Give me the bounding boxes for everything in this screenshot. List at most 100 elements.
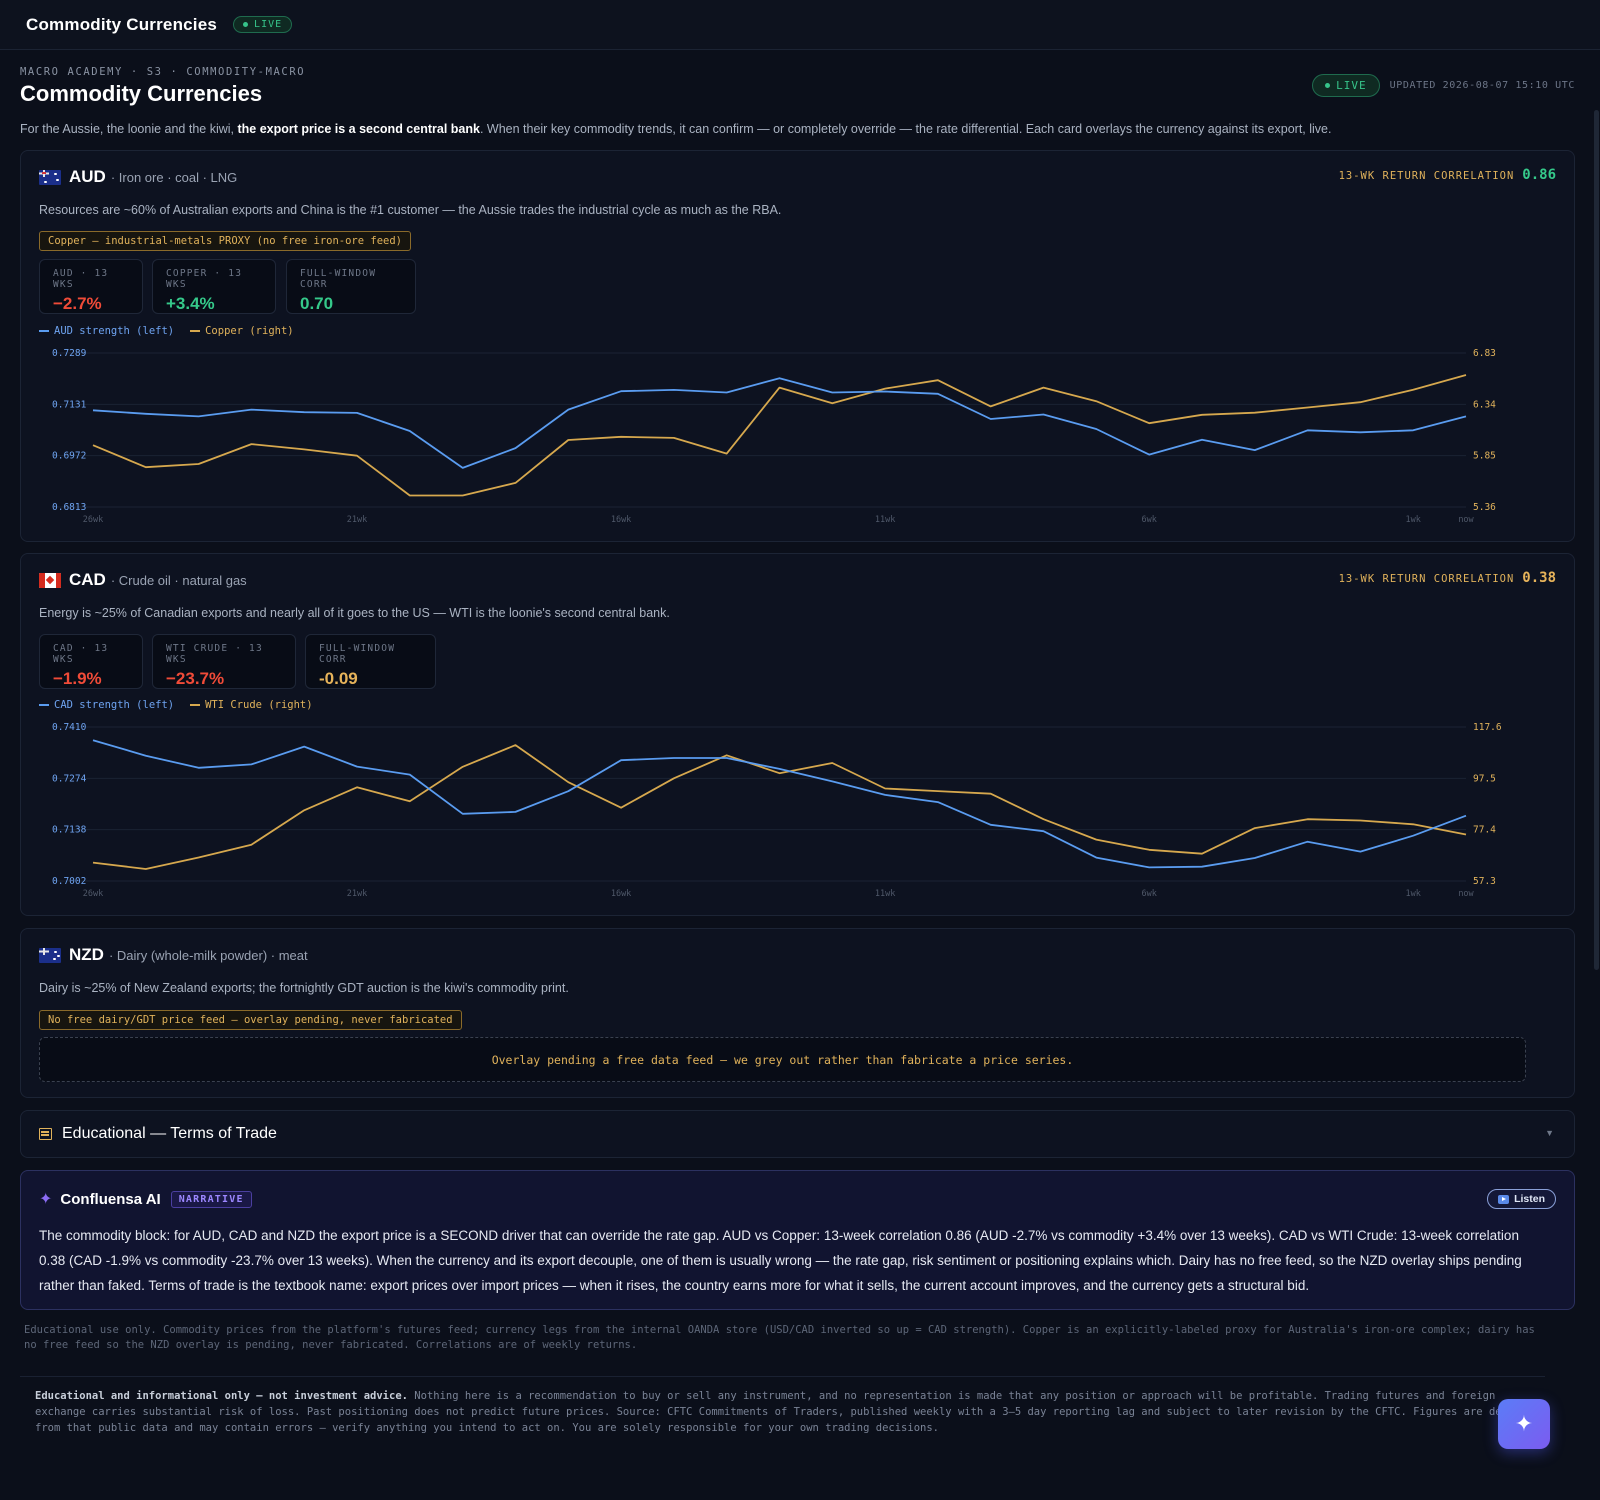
book-icon bbox=[39, 1128, 52, 1140]
y-tick-left: 0.7289 bbox=[52, 348, 87, 359]
currency-exports: · Crude oil · natural gas bbox=[110, 572, 247, 588]
x-tick-label: 21wk bbox=[347, 889, 367, 899]
listen-button[interactable]: Listen bbox=[1487, 1189, 1556, 1209]
breadcrumb: MACRO ACADEMY · S3 · COMMODITY-MACRO bbox=[20, 66, 306, 78]
cad-wti-chart: 0.7410 117.6 0.7274 97.5 0.7138 77.4 0.7002 57.… bbox=[52, 722, 1502, 899]
app-title: Commodity Currencies bbox=[26, 14, 218, 34]
chart-legend: CAD strength (left) WTI Crude (right) bbox=[39, 699, 313, 711]
sparkle-icon: ✦ bbox=[1514, 1411, 1534, 1436]
top-bar: Commodity Currencies LIVE bbox=[0, 0, 1600, 50]
x-tick-label: 26wk bbox=[83, 515, 103, 525]
overlay-pending-placeholder: Overlay pending a free data feed — we gr… bbox=[39, 1037, 1526, 1082]
correlation-value: 0.38 bbox=[1522, 570, 1556, 586]
stat-wti-13wk: WTI CRUDE · 13 WKS −23.7% bbox=[152, 634, 296, 689]
stat-full-window-corr: FULL-WINDOW CORR -0.09 bbox=[305, 634, 436, 689]
page-header: MACRO ACADEMY · S3 · COMMODITY-MACRO Com… bbox=[20, 66, 1575, 116]
stat-full-window-corr: FULL-WINDOW CORR 0.70 bbox=[286, 259, 416, 314]
correlation-readout: 13-WK RETURN CORRELATION 0.38 bbox=[1338, 570, 1556, 586]
commodity-series-line bbox=[92, 744, 1467, 870]
x-tick-label: now bbox=[1458, 889, 1474, 899]
card-description: Resources are ~60% of Australian exports… bbox=[39, 203, 782, 217]
currency-exports: · Iron ore · coal · LNG bbox=[110, 169, 238, 185]
chart-legend: AUD strength (left) Copper (right) bbox=[39, 325, 294, 337]
pending-tag: No free dairy/GDT price feed — overlay p… bbox=[39, 1010, 462, 1030]
legend-currency: CAD strength (left) bbox=[39, 699, 174, 711]
y-tick-right: 6.34 bbox=[1473, 399, 1496, 410]
accordion-title: Educational — Terms of Trade bbox=[62, 1125, 277, 1142]
currency-series-line bbox=[92, 739, 1467, 869]
y-tick-right: 5.85 bbox=[1473, 451, 1496, 462]
canada-flag-icon bbox=[39, 572, 61, 588]
nzd-card-header: NZD · Dairy (whole-milk powder) · meat bbox=[39, 945, 308, 965]
chevron-down-icon[interactable]: ▼ bbox=[1545, 1128, 1554, 1138]
intro-text: For the Aussie, the loonie and the kiwi,… bbox=[20, 122, 1332, 136]
legend-commodity: Copper (right) bbox=[190, 325, 294, 337]
sparkle-icon: ✦ bbox=[39, 1191, 53, 1208]
x-tick-label: 1wk bbox=[1406, 515, 1421, 525]
currency-code: CAD bbox=[69, 570, 106, 589]
card-description: Energy is ~25% of Canadian exports and n… bbox=[39, 606, 670, 620]
stat-aud-13wk: AUD · 13 WKS −2.7% bbox=[39, 259, 143, 314]
narrative-badge: NARRATIVE bbox=[170, 1190, 252, 1208]
y-tick-left: 0.6813 bbox=[52, 502, 86, 513]
scrollbar[interactable] bbox=[1592, 50, 1600, 1500]
scrollbar-thumb[interactable] bbox=[1594, 110, 1599, 970]
data-source-note: Educational use only. Commodity prices f… bbox=[24, 1324, 1535, 1351]
ai-narrative-text: The commodity block: for AUD, CAD and NZ… bbox=[39, 1228, 1522, 1293]
aud-card: AUD · Iron ore · coal · LNG 13-WK RETURN… bbox=[20, 150, 1575, 542]
aud-copper-chart: 0.7289 6.83 0.7131 6.34 0.6972 5.85 0.6813 5.36… bbox=[52, 348, 1496, 525]
correlation-readout: 13-WK RETURN CORRELATION 0.86 bbox=[1338, 167, 1556, 183]
card-description: Dairy is ~25% of New Zealand exports; th… bbox=[39, 981, 569, 995]
live-status: LIVE UPDATED 2026-08-07 15:10 UTC bbox=[1312, 74, 1575, 97]
new-zealand-flag-icon bbox=[39, 947, 61, 963]
currency-code: AUD bbox=[69, 167, 106, 186]
live-dot-icon bbox=[1325, 83, 1331, 88]
live-badge: LIVE bbox=[233, 16, 293, 33]
play-icon bbox=[1498, 1194, 1510, 1204]
live-badge-large: LIVE bbox=[1312, 74, 1380, 97]
x-tick-label: 21wk bbox=[347, 515, 367, 525]
legend-currency: AUD strength (left) bbox=[39, 325, 174, 337]
y-tick-left: 0.7002 bbox=[52, 876, 86, 887]
currency-code: NZD bbox=[69, 945, 104, 964]
stat-cad-13wk: CAD · 13 WKS −1.9% bbox=[39, 634, 143, 689]
ai-narrative-panel: ✦ Confluensa AI NARRATIVE Listen The com… bbox=[20, 1170, 1575, 1310]
x-tick-label: 1wk bbox=[1406, 889, 1421, 899]
x-tick-label: 6wk bbox=[1141, 515, 1156, 525]
y-tick-right: 97.5 bbox=[1473, 773, 1496, 784]
x-tick-label: 6wk bbox=[1141, 889, 1156, 899]
y-tick-right: 57.3 bbox=[1473, 876, 1496, 887]
proxy-tag: Copper — industrial-metals PROXY (no fre… bbox=[39, 231, 412, 251]
page-title: Commodity Currencies bbox=[20, 81, 263, 106]
y-tick-left: 0.6972 bbox=[52, 451, 86, 462]
commodity-series-line bbox=[92, 374, 1467, 497]
x-tick-label: now bbox=[1458, 515, 1474, 525]
x-tick-label: 11wk bbox=[875, 515, 895, 525]
legend-commodity: WTI Crude (right) bbox=[190, 699, 313, 711]
x-tick-label: 26wk bbox=[83, 889, 103, 899]
cad-card-header: CAD · Crude oil · natural gas bbox=[39, 570, 247, 590]
australia-flag-icon bbox=[39, 169, 61, 185]
divider bbox=[20, 1376, 1545, 1377]
ai-title: Confluensa AI bbox=[60, 1190, 161, 1208]
correlation-value: 0.86 bbox=[1522, 167, 1556, 183]
y-tick-left: 0.7274 bbox=[52, 773, 87, 784]
y-tick-right: 117.6 bbox=[1473, 722, 1502, 733]
cad-card: CAD · Crude oil · natural gas 13-WK RETU… bbox=[20, 553, 1575, 916]
ai-header: ✦ Confluensa AI NARRATIVE bbox=[39, 1189, 252, 1209]
y-tick-left: 0.7131 bbox=[52, 399, 87, 410]
nzd-card: NZD · Dairy (whole-milk powder) · meat D… bbox=[20, 928, 1575, 1098]
y-tick-left: 0.7138 bbox=[52, 825, 87, 836]
ai-assistant-button[interactable]: ✦ bbox=[1498, 1399, 1550, 1449]
y-tick-right: 77.4 bbox=[1473, 825, 1496, 836]
y-tick-left: 0.7410 bbox=[52, 722, 87, 733]
x-tick-label: 11wk bbox=[875, 889, 895, 899]
stat-copper-13wk: COPPER · 13 WKS +3.4% bbox=[152, 259, 276, 314]
disclaimer: Educational and informational only — not… bbox=[35, 1390, 1534, 1434]
updated-timestamp: UPDATED 2026-08-07 15:10 UTC bbox=[1389, 80, 1575, 91]
live-dot-icon bbox=[243, 22, 249, 27]
currency-exports: · Dairy (whole-milk powder) · meat bbox=[108, 947, 308, 963]
x-tick-label: 16wk bbox=[611, 515, 631, 525]
educational-accordion[interactable]: Educational — Terms of Trade ▼ bbox=[20, 1110, 1575, 1158]
currency-series-line bbox=[92, 377, 1467, 469]
